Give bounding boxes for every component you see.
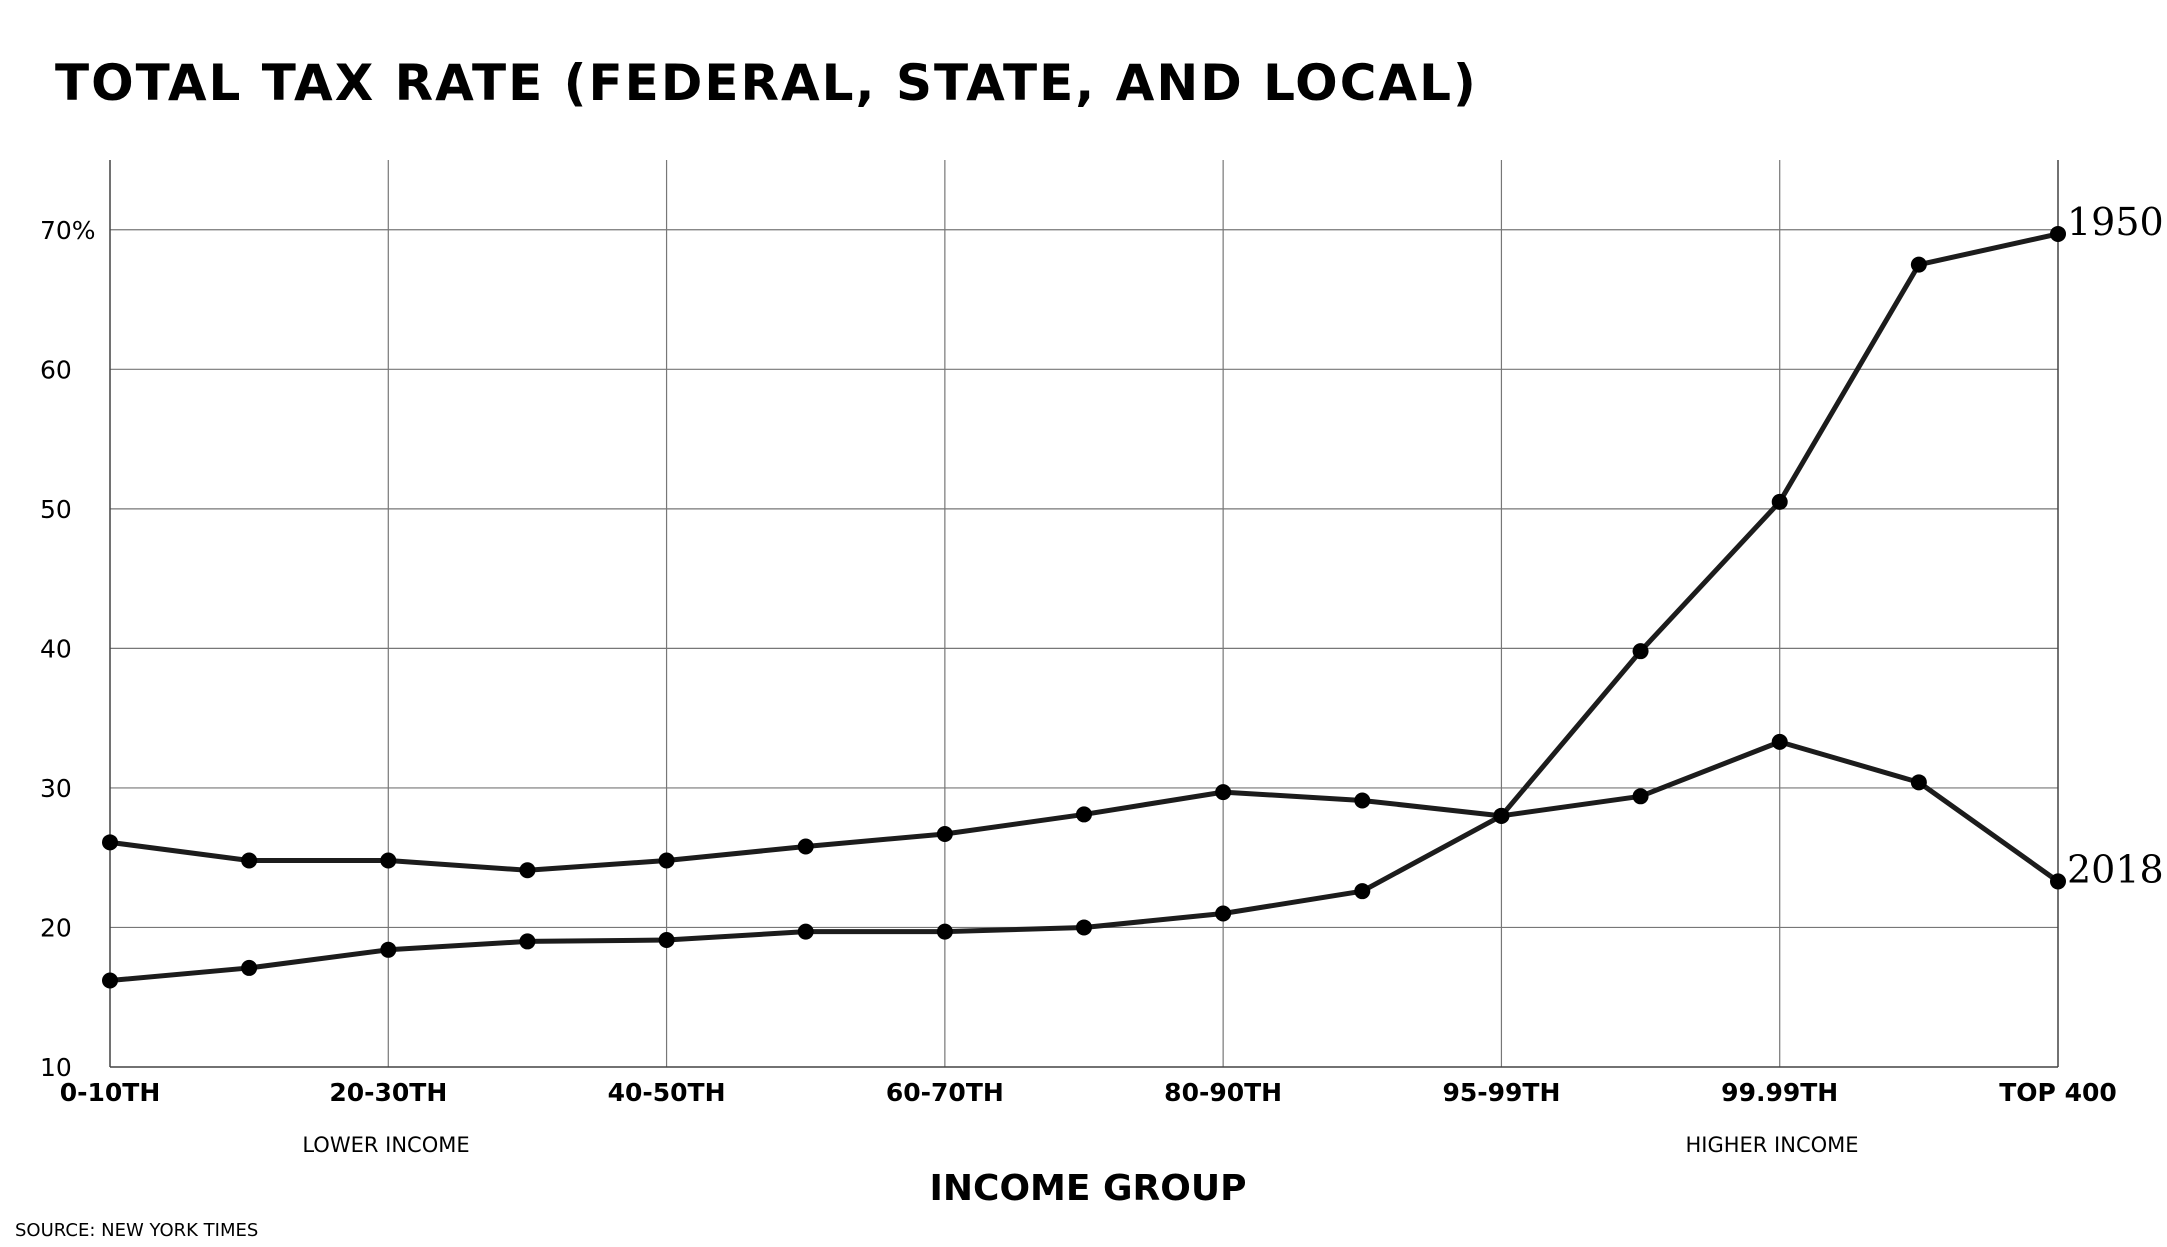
x-tick-label: 40-50TH xyxy=(608,1078,726,1107)
lower-income-annotation: LOWER INCOME xyxy=(302,1133,469,1157)
data-point-1950 xyxy=(1771,493,1788,510)
x-tick-label: 60-70TH xyxy=(886,1078,1004,1107)
data-point-1950 xyxy=(1910,256,1927,273)
data-point-1950 xyxy=(1354,883,1371,900)
higher-income-annotation: HIGHER INCOME xyxy=(1685,1133,1858,1157)
y-tick-label: 20 xyxy=(40,913,72,942)
series-line-1950 xyxy=(107,231,2061,983)
chart-title: TOTAL TAX RATE (FEDERAL, STATE, AND LOCA… xyxy=(55,54,1478,112)
grid xyxy=(110,160,2058,1067)
x-tick-label: TOP 400 xyxy=(1999,1078,2117,1107)
series-label-1950: 1950 xyxy=(2067,200,2164,244)
data-point-2018 xyxy=(102,834,118,851)
x-axis-label: INCOME GROUP xyxy=(930,1168,1247,1209)
data-point-2018 xyxy=(380,852,397,869)
x-tick-label: 99.99TH xyxy=(1721,1078,1838,1107)
y-tick-label: 10 xyxy=(40,1053,72,1082)
series-layer: 1950 2018 xyxy=(102,200,2164,989)
y-tick-label: 70% xyxy=(40,216,96,245)
data-point-2018 xyxy=(658,852,675,869)
x-tick-label: 20-30TH xyxy=(329,1078,447,1107)
data-point-2018 xyxy=(1632,788,1649,805)
data-point-2018 xyxy=(241,852,258,869)
y-tick-labels: 10 20 30 40 50 60 70% xyxy=(40,216,96,1082)
data-point-1950 xyxy=(797,923,814,940)
y-tick-label: 50 xyxy=(40,495,72,524)
series-label-2018: 2018 xyxy=(2067,847,2164,891)
data-point-2018 xyxy=(2050,873,2066,890)
data-point-2018 xyxy=(1493,807,1510,824)
data-point-2018 xyxy=(519,862,536,879)
data-point-2018 xyxy=(1215,784,1232,801)
x-tick-label: 95-99TH xyxy=(1442,1078,1560,1107)
data-point-1950 xyxy=(241,959,258,976)
data-point-2018 xyxy=(797,838,814,855)
x-tick-label: 0-10TH xyxy=(60,1078,161,1107)
axes xyxy=(109,160,2059,1068)
data-point-1950 xyxy=(102,972,118,989)
data-point-2018 xyxy=(936,825,953,842)
x-tick-label: 80-90TH xyxy=(1164,1078,1282,1107)
y-tick-label: 30 xyxy=(40,774,72,803)
data-point-1950 xyxy=(2050,225,2066,242)
x-tick-labels: 0-10TH 20-30TH 40-50TH 60-70TH 80-90TH 95-99T… xyxy=(60,1078,2117,1107)
data-point-2018 xyxy=(1076,806,1092,823)
y-tick-label: 60 xyxy=(40,355,72,384)
data-point-2018 xyxy=(1771,733,1788,750)
data-point-1950 xyxy=(1215,905,1232,922)
data-point-1950 xyxy=(380,941,397,958)
data-point-1950 xyxy=(658,932,675,949)
data-point-1950 xyxy=(519,933,536,950)
data-point-2018 xyxy=(1910,774,1927,791)
y-tick-label: 40 xyxy=(40,634,72,663)
data-point-1950 xyxy=(1076,919,1092,936)
data-point-2018 xyxy=(1354,792,1371,809)
data-point-1950 xyxy=(1632,643,1649,660)
source-note: SOURCE: NEW YORK TIMES xyxy=(15,1220,258,1241)
data-point-1950 xyxy=(936,923,953,940)
